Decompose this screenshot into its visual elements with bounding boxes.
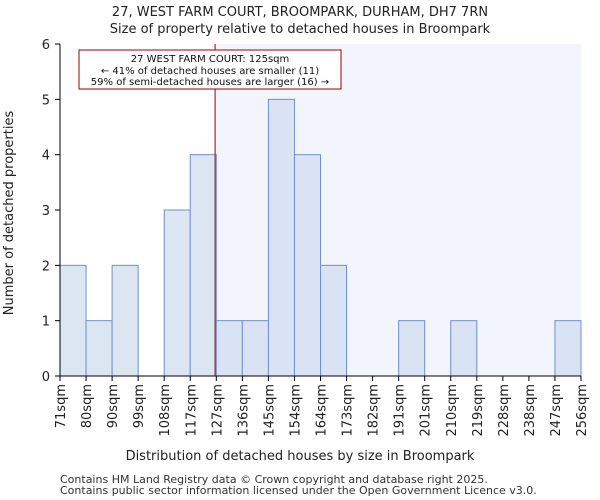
bar-80sqm bbox=[85, 320, 113, 377]
chart-title: 27, WEST FARM COURT, BROOMPARK, DURHAM, … bbox=[110, 5, 491, 37]
bar-145sqm bbox=[267, 98, 295, 377]
x-axis-label: Distribution of detached houses by size … bbox=[126, 449, 475, 464]
bar-127sqm bbox=[215, 320, 243, 377]
x-tick-label: 201sqm bbox=[419, 384, 434, 437]
x-tick-label: 71sqm bbox=[54, 384, 69, 428]
x-tick-label: 127sqm bbox=[210, 384, 225, 437]
x-tick-label: 117sqm bbox=[184, 384, 199, 437]
bar-90sqm bbox=[111, 264, 139, 377]
bar-108sqm bbox=[163, 209, 191, 377]
annotation-box bbox=[78, 49, 342, 90]
x-tick-label: 136sqm bbox=[236, 384, 251, 437]
x-tick-label: 210sqm bbox=[445, 384, 460, 437]
y-tick-label: 3 bbox=[42, 204, 50, 219]
annotation-line-1: 27 WEST FARM COURT: 125sqm bbox=[131, 54, 290, 65]
plot-area: 0 1 2 3 4 5 6 71sqm 80sqm 90sqm 99sqm 108sqm 117sqm 1… bbox=[42, 38, 590, 437]
annotation-line-3: 59% of semi-detached houses are larger (… bbox=[91, 77, 329, 88]
x-tick-label: 182sqm bbox=[367, 384, 382, 437]
y-tick-label: 0 bbox=[42, 370, 50, 385]
y-tick-label: 4 bbox=[42, 149, 50, 164]
title-line-2: Size of property relative to detached ho… bbox=[110, 22, 491, 37]
x-tick-label: 219sqm bbox=[471, 384, 486, 437]
x-tick-label: 145sqm bbox=[262, 384, 277, 437]
x-tick-label: 247sqm bbox=[549, 384, 564, 437]
x-tick-label: 99sqm bbox=[132, 384, 147, 428]
x-tick-label: 256sqm bbox=[575, 384, 590, 437]
x-tick-label: 80sqm bbox=[80, 384, 95, 428]
y-tick-label: 6 bbox=[42, 38, 50, 53]
x-tick-label: 154sqm bbox=[288, 384, 303, 437]
x-tick-label: 228sqm bbox=[497, 384, 512, 437]
bar-210sqm bbox=[450, 320, 478, 377]
x-tick-label: 108sqm bbox=[158, 384, 173, 437]
y-tick-label: 1 bbox=[42, 315, 50, 330]
x-tick-label: 238sqm bbox=[523, 384, 538, 437]
annotation-line-2: ← 41% of detached houses are smaller (11… bbox=[101, 66, 319, 77]
y-axis-label: Number of detached properties bbox=[2, 111, 17, 316]
y-tick-label: 2 bbox=[42, 259, 50, 274]
footer-line-1: Contains HM Land Registry data © Crown c… bbox=[60, 473, 488, 486]
bar-164sqm bbox=[320, 264, 348, 377]
title-line-1: 27, WEST FARM COURT, BROOMPARK, DURHAM, … bbox=[112, 5, 488, 20]
bar-154sqm bbox=[293, 154, 322, 377]
bar-136sqm bbox=[241, 320, 269, 377]
bar-191sqm bbox=[398, 320, 426, 377]
x-tick-label: 90sqm bbox=[106, 384, 121, 428]
footer-line-2: Contains public sector information licen… bbox=[60, 484, 537, 497]
x-tick-label: 173sqm bbox=[341, 384, 356, 437]
bar-247sqm bbox=[554, 320, 582, 377]
x-tick-label: 164sqm bbox=[315, 384, 330, 437]
bar-71sqm bbox=[59, 264, 87, 377]
y-tick-label: 5 bbox=[42, 93, 50, 108]
x-tick-label: 191sqm bbox=[393, 384, 408, 437]
bar-117sqm bbox=[189, 154, 217, 377]
